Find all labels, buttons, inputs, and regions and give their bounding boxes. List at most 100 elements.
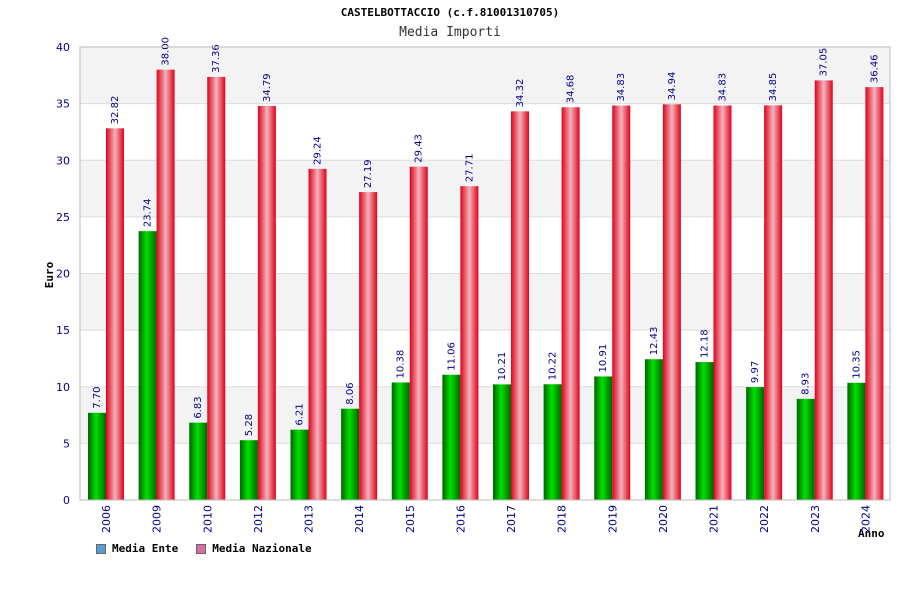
y-tick-label: 25	[56, 211, 70, 224]
bar-media-ente	[442, 374, 461, 500]
value-label: 34.79	[262, 73, 273, 102]
value-label: 34.94	[667, 72, 678, 101]
x-tick-label: 2009	[151, 505, 164, 533]
value-label: 37.36	[211, 44, 222, 73]
value-label: 23.74	[143, 199, 154, 228]
x-tick-label: 2019	[606, 505, 619, 533]
bar-media-nazionale	[106, 128, 124, 500]
bar-media-ente	[493, 384, 511, 500]
bar-media-nazionale	[713, 105, 732, 501]
x-axis-ticks: 2006 2009 2010 2012 2013 2014 2015 2016 2017 2018…	[100, 505, 872, 533]
value-label: 34.85	[768, 73, 779, 102]
legend-swatch-nazionale	[196, 543, 207, 554]
legend: Media Ente Media Nazionale	[96, 542, 312, 555]
bar-media-ente	[644, 359, 663, 500]
y-tick-label: 35	[56, 98, 70, 111]
x-tick-label: 2010	[201, 505, 214, 533]
bar-media-ente	[746, 387, 765, 500]
value-label: 8.06	[345, 382, 356, 404]
y-tick-label: 20	[56, 268, 70, 281]
bar-media-ente	[290, 429, 309, 500]
bar-media-ente	[88, 412, 106, 500]
value-label: 34.83	[718, 73, 729, 102]
bar-media-nazionale	[865, 87, 884, 500]
bar-media-ente	[796, 398, 815, 500]
bar-media-nazionale	[409, 166, 428, 500]
y-tick-label: 30	[56, 154, 70, 167]
plot-frame	[79, 46, 891, 501]
bar-media-nazionale	[156, 69, 175, 501]
bar-media-nazionale	[814, 80, 833, 500]
bar-media-nazionale	[561, 107, 580, 501]
bar-media-nazionale	[511, 111, 529, 501]
y-tick-label: 10	[56, 381, 70, 394]
value-label: 10.38	[396, 350, 407, 379]
y-tick-label: 0	[63, 494, 70, 507]
x-tick-label: 2021	[708, 505, 721, 533]
value-label: 36.46	[869, 54, 880, 83]
legend-item-nazionale: Media Nazionale	[196, 542, 312, 555]
y-tick-label: 5	[63, 437, 70, 450]
value-label: 12.43	[649, 327, 660, 356]
value-label: 37.05	[819, 48, 830, 77]
x-tick-label: 2016	[454, 505, 467, 533]
y-axis-ticks: 0 5 10 15 20 25 30 35 40	[56, 41, 70, 507]
value-label: 10.21	[497, 352, 508, 381]
x-axis-label: Anno	[858, 527, 885, 540]
bar-media-ente	[847, 382, 866, 500]
bar-media-ente	[341, 408, 360, 500]
bar-media-ente	[239, 440, 258, 500]
x-tick-label: 2020	[657, 505, 670, 533]
bar-media-nazionale	[460, 186, 479, 500]
bar-media-nazionale	[662, 104, 681, 500]
y-tick-label: 40	[56, 41, 70, 54]
legend-swatch-ente	[96, 543, 106, 554]
value-label: 10.22	[548, 352, 559, 381]
value-label: 29.24	[313, 136, 324, 165]
chart-title: CASTELBOTTACCIO (c.f.81001310705)	[340, 6, 560, 19]
bar-media-ente	[594, 376, 613, 500]
x-tick-label: 2018	[556, 505, 569, 533]
x-tick-label: 2015	[404, 505, 417, 533]
value-label: 32.82	[110, 96, 121, 125]
value-labels: 7.70 32.82 23.74 38.00 6.83 37.36 5.28 34.79 6.2…	[92, 37, 880, 436]
bar-media-ente	[543, 384, 562, 500]
value-label: 8.93	[801, 373, 812, 395]
x-tick-label: 2017	[505, 505, 518, 533]
bar-media-ente	[189, 422, 208, 500]
x-tick-label: 2014	[353, 505, 366, 533]
value-label: 11.06	[446, 342, 457, 371]
value-label: 7.70	[92, 387, 103, 409]
bar-media-nazionale	[359, 192, 378, 501]
value-label: 34.32	[515, 79, 526, 108]
x-tick-label: 2024	[859, 505, 872, 533]
legend-label-nazionale: Media Nazionale	[212, 542, 312, 555]
legend-label-ente: Media Ente	[112, 542, 179, 555]
x-tick-label: 2023	[809, 505, 822, 533]
value-label: 12.18	[700, 329, 711, 358]
bar-media-ente	[138, 231, 157, 500]
bar-media-ente	[695, 362, 714, 500]
legend-item-ente: Media Ente	[96, 542, 178, 555]
value-label: 34.68	[566, 75, 577, 104]
value-label: 29.43	[414, 134, 425, 163]
value-label: 5.28	[244, 414, 255, 436]
value-label: 6.83	[193, 396, 204, 418]
bar-media-nazionale	[257, 106, 276, 501]
value-label: 38.00	[161, 37, 172, 66]
chart-subtitle: Media Importi	[399, 25, 501, 40]
value-label: 27.19	[363, 159, 374, 188]
x-tick-label: 2013	[303, 505, 316, 533]
value-label: 6.21	[295, 403, 306, 425]
bar-media-nazionale	[764, 105, 783, 500]
x-tick-label: 2012	[252, 505, 265, 533]
y-tick-label: 15	[56, 324, 70, 337]
bar-media-ente	[391, 382, 410, 500]
x-tick-label: 2006	[100, 505, 113, 533]
value-label: 10.35	[851, 350, 862, 379]
bar-media-nazionale	[612, 105, 631, 501]
bar-media-nazionale	[308, 168, 327, 500]
value-label: 9.97	[750, 361, 761, 383]
value-label: 34.83	[616, 73, 627, 102]
